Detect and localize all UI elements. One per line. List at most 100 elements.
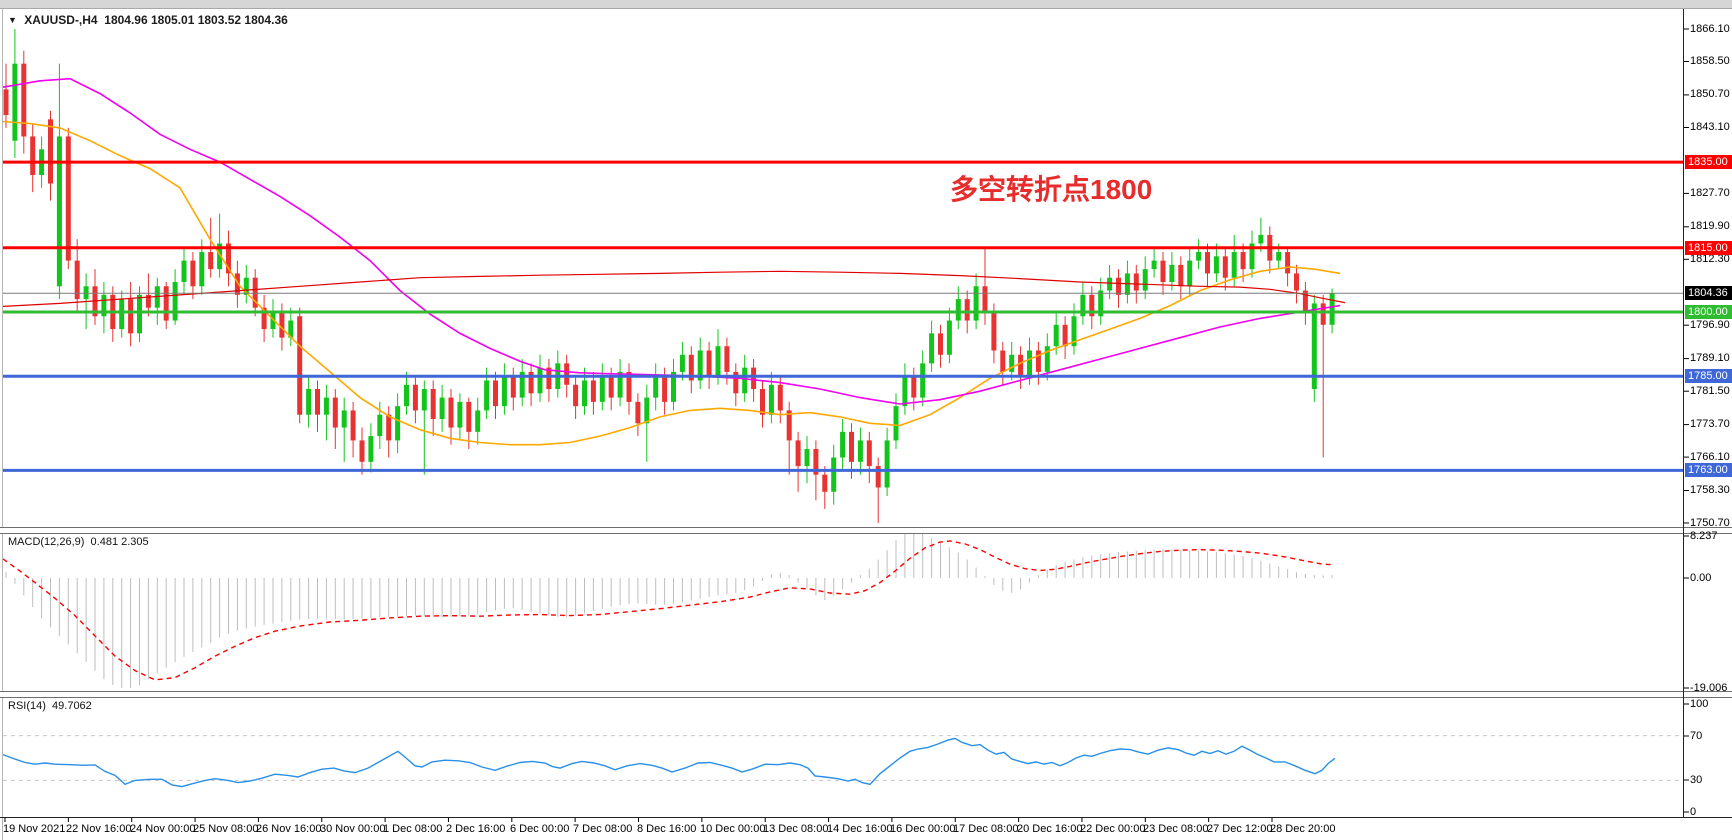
annotation-text[interactable]: 多空转折点1800 — [950, 174, 1153, 205]
candle-body — [137, 294, 142, 334]
ma-orange — [2, 120, 1341, 446]
candle-body — [1240, 252, 1246, 270]
candle-body — [1000, 350, 1006, 372]
candle-body — [1222, 256, 1228, 278]
price-axis-label: 1812.30 — [1690, 253, 1730, 265]
symbol-name: XAUUSD-,H4 — [24, 13, 98, 27]
candle-body — [404, 384, 409, 407]
candle-body — [768, 384, 774, 415]
price-axis-label: 1796.90 — [1690, 319, 1730, 331]
price-axis-label: 1789.10 — [1690, 352, 1730, 364]
candle-body — [946, 320, 952, 355]
candle-body — [564, 363, 570, 385]
candle-body — [902, 376, 908, 407]
price-axis-label: 1819.90 — [1690, 220, 1730, 232]
candle-body — [884, 440, 890, 488]
candle-body — [306, 389, 312, 415]
price-axis-label: 1843.10 — [1690, 121, 1730, 133]
time-axis-label: 17 Dec 08:00 — [953, 823, 1019, 835]
indicator-axis-label: 70 — [1690, 729, 1703, 742]
candle-body — [955, 299, 961, 321]
candle-body — [1142, 269, 1148, 291]
candle-body — [475, 410, 481, 432]
time-axis-label: 7 Dec 08:00 — [573, 823, 633, 835]
time-axis-label: 19 Nov 2021 — [3, 823, 66, 835]
candle-body — [1160, 260, 1166, 283]
price-axis-label: 1827.70 — [1690, 187, 1730, 199]
candle-body — [662, 376, 668, 402]
candle-body — [1080, 294, 1086, 317]
time-axis-border — [0, 817, 1732, 818]
price-axis-label: 1766.10 — [1690, 451, 1730, 463]
time-axis-label: 30 Nov 00:00 — [320, 823, 386, 835]
candle-body — [537, 367, 543, 394]
candle-body — [831, 457, 837, 492]
candle-body — [421, 389, 427, 411]
price-axis-label: 1750.70 — [1690, 517, 1730, 529]
candle-body — [1285, 252, 1291, 274]
candle-body — [501, 376, 507, 407]
time-axis-label: 23 Dec 08:00 — [1143, 823, 1209, 835]
candle-body — [83, 286, 89, 300]
candle-body — [1053, 324, 1059, 347]
candle-body — [1027, 350, 1032, 377]
candle-body — [697, 350, 703, 381]
candle-body — [74, 260, 80, 300]
candle-body — [448, 397, 454, 428]
candle-body — [208, 252, 214, 270]
candle-body — [1071, 316, 1077, 347]
price-badge-1804.36: 1804.36 — [1685, 286, 1732, 300]
rsi-line — [2, 737, 1336, 788]
price-axis-label: 1866.10 — [1690, 23, 1730, 35]
time-axis-label: 1 Dec 08:00 — [383, 823, 443, 835]
candle-body — [1009, 354, 1015, 372]
candle-body — [1098, 290, 1104, 317]
indicator-axis-label: 0 — [1690, 805, 1697, 818]
price-badge-1800.00: 1800.00 — [1685, 305, 1732, 319]
ohlc-readout: 1804.96 1805.01 1803.52 1804.36 — [104, 13, 288, 27]
candle-body — [261, 307, 267, 330]
panel-splitter-macd[interactable] — [0, 527, 1732, 534]
candle-body — [297, 316, 303, 415]
price-badge-1763.00: 1763.00 — [1685, 463, 1732, 477]
candle-body — [644, 397, 650, 424]
candle-body — [671, 371, 676, 402]
candle-body — [190, 260, 196, 287]
candle-body — [1018, 354, 1024, 377]
price-badge-1785.00: 1785.00 — [1685, 369, 1732, 383]
candle-body — [21, 63, 27, 137]
candle-body — [813, 448, 819, 475]
rsi-panel-title: RSI(14) 49.7062 — [8, 700, 92, 712]
candle-body — [323, 397, 329, 415]
price-badge-1835.00: 1835.00 — [1685, 155, 1732, 169]
panel-splitter-rsi[interactable] — [0, 691, 1732, 698]
time-axis-label: 22 Dec 00:00 — [1080, 823, 1146, 835]
candle-body — [1187, 260, 1193, 287]
candle-body — [1107, 277, 1113, 291]
candle-body — [1231, 252, 1237, 278]
time-axis-label: 8 Dec 16:00 — [637, 823, 697, 835]
candle-body — [172, 282, 178, 321]
chevron-down-icon: ▼ — [8, 15, 17, 25]
candle-body — [1249, 243, 1255, 270]
candle-body — [65, 136, 71, 261]
price-axis-label: 1773.70 — [1690, 418, 1730, 430]
candle-body — [1276, 252, 1282, 261]
candle-body — [840, 431, 846, 458]
candle-body — [973, 286, 979, 321]
candle-body — [439, 397, 445, 419]
candle-body — [822, 474, 828, 492]
candle-body — [288, 320, 294, 338]
candle-body — [243, 277, 249, 295]
candle-body — [466, 401, 472, 432]
candle-body — [1329, 293, 1335, 325]
time-axis-label: 13 Dec 08:00 — [763, 823, 829, 835]
candle-body — [12, 63, 18, 141]
candle-body — [430, 389, 436, 419]
candle-body — [893, 406, 899, 441]
candle-body — [1116, 277, 1121, 295]
candle-body — [1035, 350, 1041, 372]
candle-body — [48, 119, 53, 184]
